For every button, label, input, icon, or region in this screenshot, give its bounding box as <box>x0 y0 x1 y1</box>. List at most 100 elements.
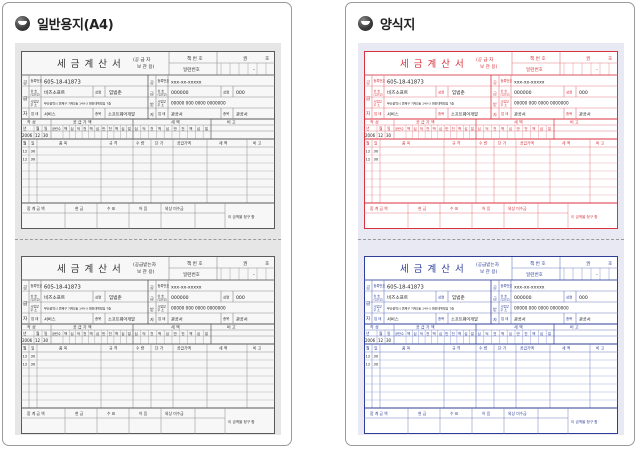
month-label: 월 <box>379 126 383 131</box>
buyer-address: 00000 000 0000 0000000 <box>514 306 569 311</box>
company-name-label: 상 호 <box>31 293 38 298</box>
footer-header: 어 음 <box>139 206 148 211</box>
footer-header: 수 표 <box>107 206 116 211</box>
supplier-business-type: 서비스 <box>44 316 56 323</box>
cut-line <box>358 239 624 240</box>
digit-label: 만 <box>517 331 521 336</box>
representative-label: 성명 <box>566 295 572 300</box>
issue-day: 30 <box>386 338 392 343</box>
item-column-header: 월 <box>23 346 27 351</box>
footer-header: 외상 미수금 <box>508 206 527 211</box>
supplier-address: 부산광역시 연제구 거제1동 149-3 대한데뷔빌딩 7층 <box>44 101 111 106</box>
serial-number-label: 일련번호 <box>183 271 200 278</box>
digit-label: 일 <box>205 126 208 131</box>
serial-number-label: 일련번호 <box>526 66 543 73</box>
item-column-header: 규 격 <box>109 346 118 351</box>
cut-line <box>15 239 281 240</box>
buyer-address: 00000 000 0000 0000000 <box>171 101 226 106</box>
digit-label: 억 <box>485 331 488 336</box>
item-column-header: 수 량 <box>479 141 488 146</box>
tax-amount-header: 세 액 <box>514 119 523 125</box>
invoice-title: 세 금 계 산 서 <box>400 58 465 70</box>
address-label: 주 소 <box>501 307 508 312</box>
company-name-label: 상 호 <box>158 88 165 93</box>
digit-label: 천 <box>83 331 86 336</box>
issue-date-header: 작 성 <box>27 324 36 330</box>
item-column-header: 공급가액 <box>177 141 191 146</box>
footer-header: 현 금 <box>75 411 84 416</box>
book-number-unit: 호 <box>608 56 612 62</box>
serial-dash: - <box>253 67 255 73</box>
digit-label: 십 <box>70 126 73 131</box>
representative-label: 성명 <box>438 90 444 95</box>
item-column-header: 품 목 <box>59 141 68 146</box>
serial-dash: - <box>253 272 255 278</box>
claim-note: 이 금액을 청구 함 <box>228 419 255 424</box>
item-day: 30 <box>31 354 36 359</box>
footer-header: 외상 미수금 <box>508 411 527 416</box>
buyer-business-type: 관공서 <box>514 316 526 323</box>
digit-label: 백 <box>458 331 461 336</box>
remarks-header: 비 고 <box>570 324 579 330</box>
issue-date-header: 작 성 <box>370 324 379 330</box>
item-month: 12 <box>366 362 371 367</box>
digit-label: 백 <box>64 126 67 131</box>
business-type-label: 업 태 <box>501 316 508 321</box>
digit-label: 일 <box>548 126 551 131</box>
digit-label: 억 <box>77 126 80 131</box>
buyer-side-label: 급 <box>150 91 154 96</box>
footer-header: 합 계 금 액 <box>27 206 45 211</box>
digit-label: 만 <box>174 126 178 131</box>
digit-label: 일 <box>471 331 474 336</box>
year-label: 년 <box>366 331 370 336</box>
issue-year: 2006 <box>22 338 33 343</box>
buyer-registration-number: xxx-xx-xxxxx <box>514 286 545 291</box>
business-item-label: 종목 <box>223 112 229 116</box>
digit-label: 천 <box>109 126 112 131</box>
item-month: 12 <box>23 157 28 162</box>
buyer-business-item: 관공서 <box>579 111 591 118</box>
item-column-header: 수 량 <box>479 346 488 351</box>
digit-label: 만 <box>102 126 106 131</box>
serial-number-label: 일련번호 <box>526 271 543 278</box>
digit-label: 백 <box>115 331 118 336</box>
item-column-header: 월 <box>23 141 27 146</box>
buyer-business-type: 관공서 <box>514 111 526 118</box>
address-label: 주 소 <box>374 307 381 312</box>
item-column-header: 비 고 <box>596 346 605 351</box>
claim-note: 이 금액을 청구 함 <box>571 419 598 424</box>
issue-month: 12 <box>35 133 41 138</box>
bullet-icon <box>15 15 30 31</box>
company-name-label: 상 호 <box>501 293 508 298</box>
tax-amount-header: 세 액 <box>171 324 180 330</box>
digit-label: 십 <box>96 331 99 336</box>
digit-label: 만 <box>445 126 449 131</box>
digit-label: 십 <box>96 126 99 131</box>
digit-label: 백 <box>532 331 535 336</box>
registration-label: 등록번호 <box>374 283 386 288</box>
day-label: 일 <box>387 126 391 131</box>
form-paper-title: 양식지 <box>380 17 415 33</box>
item-column-header: 수 량 <box>136 141 145 146</box>
book-number-unit: 호 <box>265 56 269 62</box>
invoice-title: 세 금 계 산 서 <box>57 58 122 70</box>
supplier-company-name: 비즈소프트 <box>387 89 408 96</box>
supplier-side-label: 급 <box>23 96 27 102</box>
supplier-business-type: 서비스 <box>387 316 399 323</box>
company-name-label: (법인명) <box>31 298 40 302</box>
buyer-business-type: 관공서 <box>171 111 183 118</box>
company-name-label: (법인명) <box>374 93 383 97</box>
issue-month: 12 <box>378 338 384 343</box>
item-column-header: 세 액 <box>562 141 571 146</box>
buyer-side-label: 자 <box>493 316 497 323</box>
month-label: 월 <box>36 126 40 131</box>
digit-label: 십 <box>166 331 169 336</box>
address-label: 사업장 <box>158 99 167 104</box>
digit-label: 백 <box>158 331 161 336</box>
buyer-company-name: 000000 <box>171 90 189 96</box>
supplier-business-type: 서비스 <box>44 111 56 118</box>
registration-label: 등록번호 <box>374 78 386 83</box>
supplier-representative: 임범춘 <box>109 89 122 96</box>
company-name-label: (법인명) <box>501 93 510 97</box>
issue-day: 30 <box>43 133 49 138</box>
